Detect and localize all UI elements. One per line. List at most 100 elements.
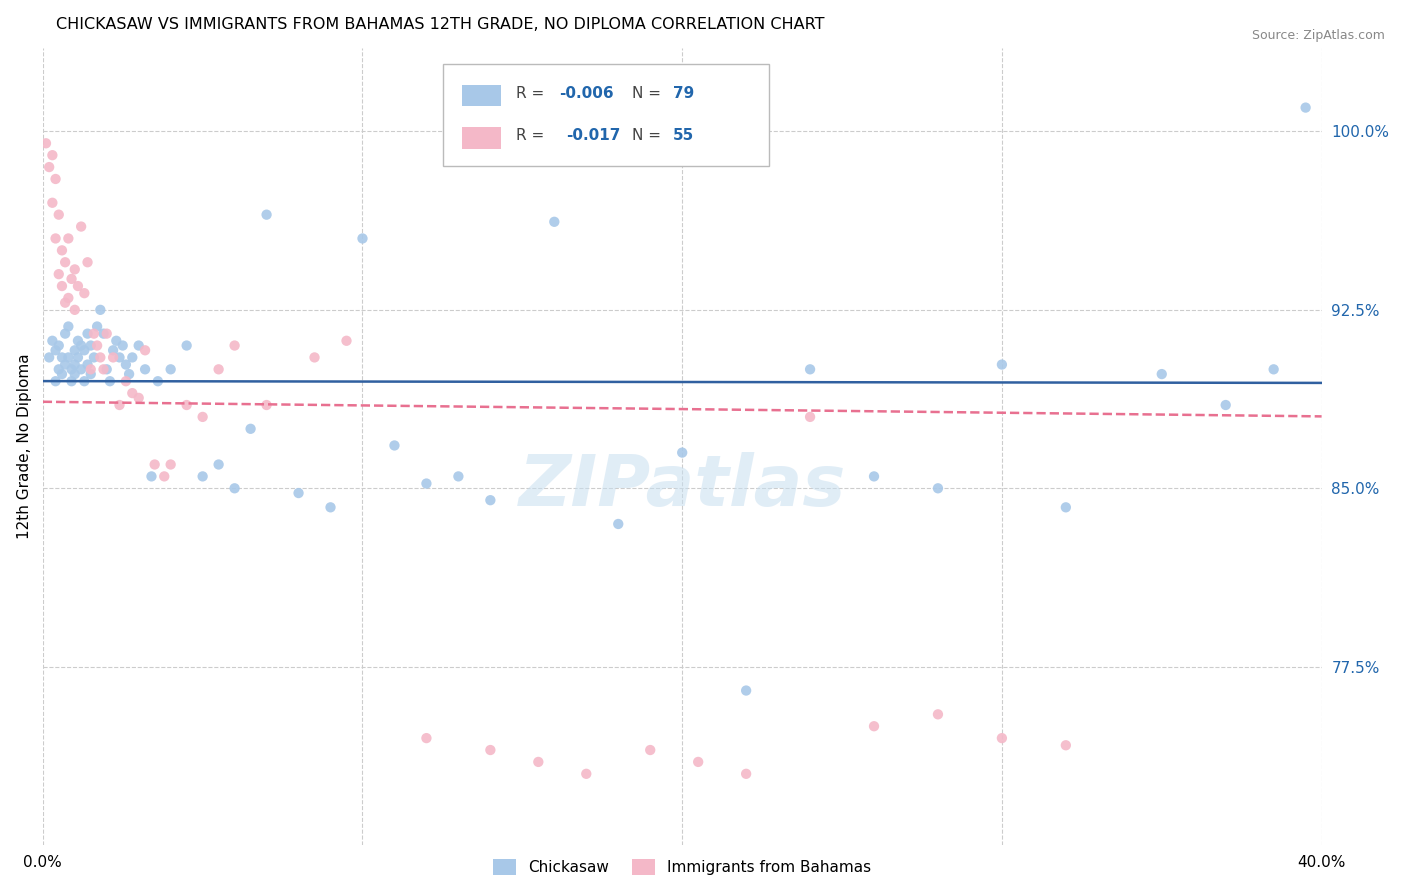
Text: R =: R =: [516, 86, 550, 101]
FancyBboxPatch shape: [463, 85, 501, 106]
Point: [207, 458, 229, 472]
Y-axis label: 12th Grade, No Diploma: 12th Grade, No Diploma: [17, 354, 32, 540]
Point: [80, 338, 103, 352]
Point: [207, 362, 229, 376]
Point: [41, 195, 63, 210]
Point: [352, 231, 374, 245]
Point: [66, 334, 89, 348]
Point: [671, 445, 693, 459]
Point: [1150, 367, 1173, 381]
Point: [48, 362, 70, 376]
Point: [63, 358, 86, 372]
Point: [73, 286, 96, 301]
Point: [735, 767, 758, 781]
Point: [60, 374, 83, 388]
Point: [479, 743, 502, 757]
Point: [105, 334, 128, 348]
Point: [48, 208, 70, 222]
Point: [53, 295, 76, 310]
Point: [73, 343, 96, 358]
Point: [543, 215, 565, 229]
Point: [115, 374, 138, 388]
Point: [415, 731, 437, 745]
Point: [735, 683, 758, 698]
Point: [991, 358, 1014, 372]
Point: [141, 469, 163, 483]
Point: [63, 262, 86, 277]
Point: [159, 362, 181, 376]
Point: [927, 481, 949, 495]
Point: [86, 319, 108, 334]
FancyBboxPatch shape: [443, 64, 769, 166]
Point: [51, 367, 73, 381]
Point: [58, 231, 80, 245]
Point: [224, 338, 246, 352]
Point: [153, 469, 176, 483]
Point: [415, 476, 437, 491]
Point: [51, 244, 73, 258]
Point: [96, 326, 118, 341]
Point: [96, 362, 118, 376]
Point: [1054, 500, 1077, 515]
Point: [108, 351, 131, 365]
Point: [101, 351, 124, 365]
Point: [638, 743, 661, 757]
Point: [93, 362, 115, 376]
Text: N =: N =: [633, 86, 666, 101]
Text: CHICKASAW VS IMMIGRANTS FROM BAHAMAS 12TH GRADE, NO DIPLOMA CORRELATION CHART: CHICKASAW VS IMMIGRANTS FROM BAHAMAS 12T…: [56, 17, 824, 32]
Point: [927, 707, 949, 722]
Point: [80, 362, 103, 376]
Point: [48, 338, 70, 352]
Point: [76, 358, 98, 372]
Point: [89, 351, 111, 365]
Point: [159, 458, 181, 472]
Text: 79: 79: [673, 86, 695, 101]
Point: [83, 326, 105, 341]
Point: [53, 358, 76, 372]
Point: [63, 367, 86, 381]
Text: R =: R =: [516, 128, 554, 144]
FancyBboxPatch shape: [463, 127, 501, 149]
Point: [799, 362, 821, 376]
Point: [224, 481, 246, 495]
Point: [63, 343, 86, 358]
Point: [41, 334, 63, 348]
Point: [256, 398, 278, 412]
Point: [58, 351, 80, 365]
Point: [63, 302, 86, 317]
Point: [83, 351, 105, 365]
Point: [863, 469, 886, 483]
Point: [191, 409, 214, 424]
Point: [66, 279, 89, 293]
Point: [41, 148, 63, 162]
Point: [527, 755, 550, 769]
Point: [607, 516, 630, 531]
Point: [447, 469, 470, 483]
Point: [121, 386, 143, 401]
Point: [58, 291, 80, 305]
Point: [51, 351, 73, 365]
Point: [98, 374, 121, 388]
Point: [80, 367, 103, 381]
Point: [45, 374, 67, 388]
Point: [118, 367, 141, 381]
Text: 55: 55: [673, 128, 695, 144]
Point: [176, 338, 198, 352]
Point: [38, 351, 60, 365]
Text: N =: N =: [633, 128, 666, 144]
Point: [991, 731, 1014, 745]
Point: [287, 486, 309, 500]
Point: [176, 398, 198, 412]
Point: [319, 500, 342, 515]
Point: [256, 208, 278, 222]
Point: [93, 326, 115, 341]
Legend: Chickasaw, Immigrants from Bahamas: Chickasaw, Immigrants from Bahamas: [486, 853, 877, 881]
Text: ZIPatlas: ZIPatlas: [519, 452, 846, 521]
Point: [335, 334, 357, 348]
Point: [1215, 398, 1237, 412]
Point: [73, 374, 96, 388]
Point: [86, 338, 108, 352]
Point: [76, 326, 98, 341]
Point: [1295, 101, 1317, 115]
Point: [128, 391, 150, 405]
